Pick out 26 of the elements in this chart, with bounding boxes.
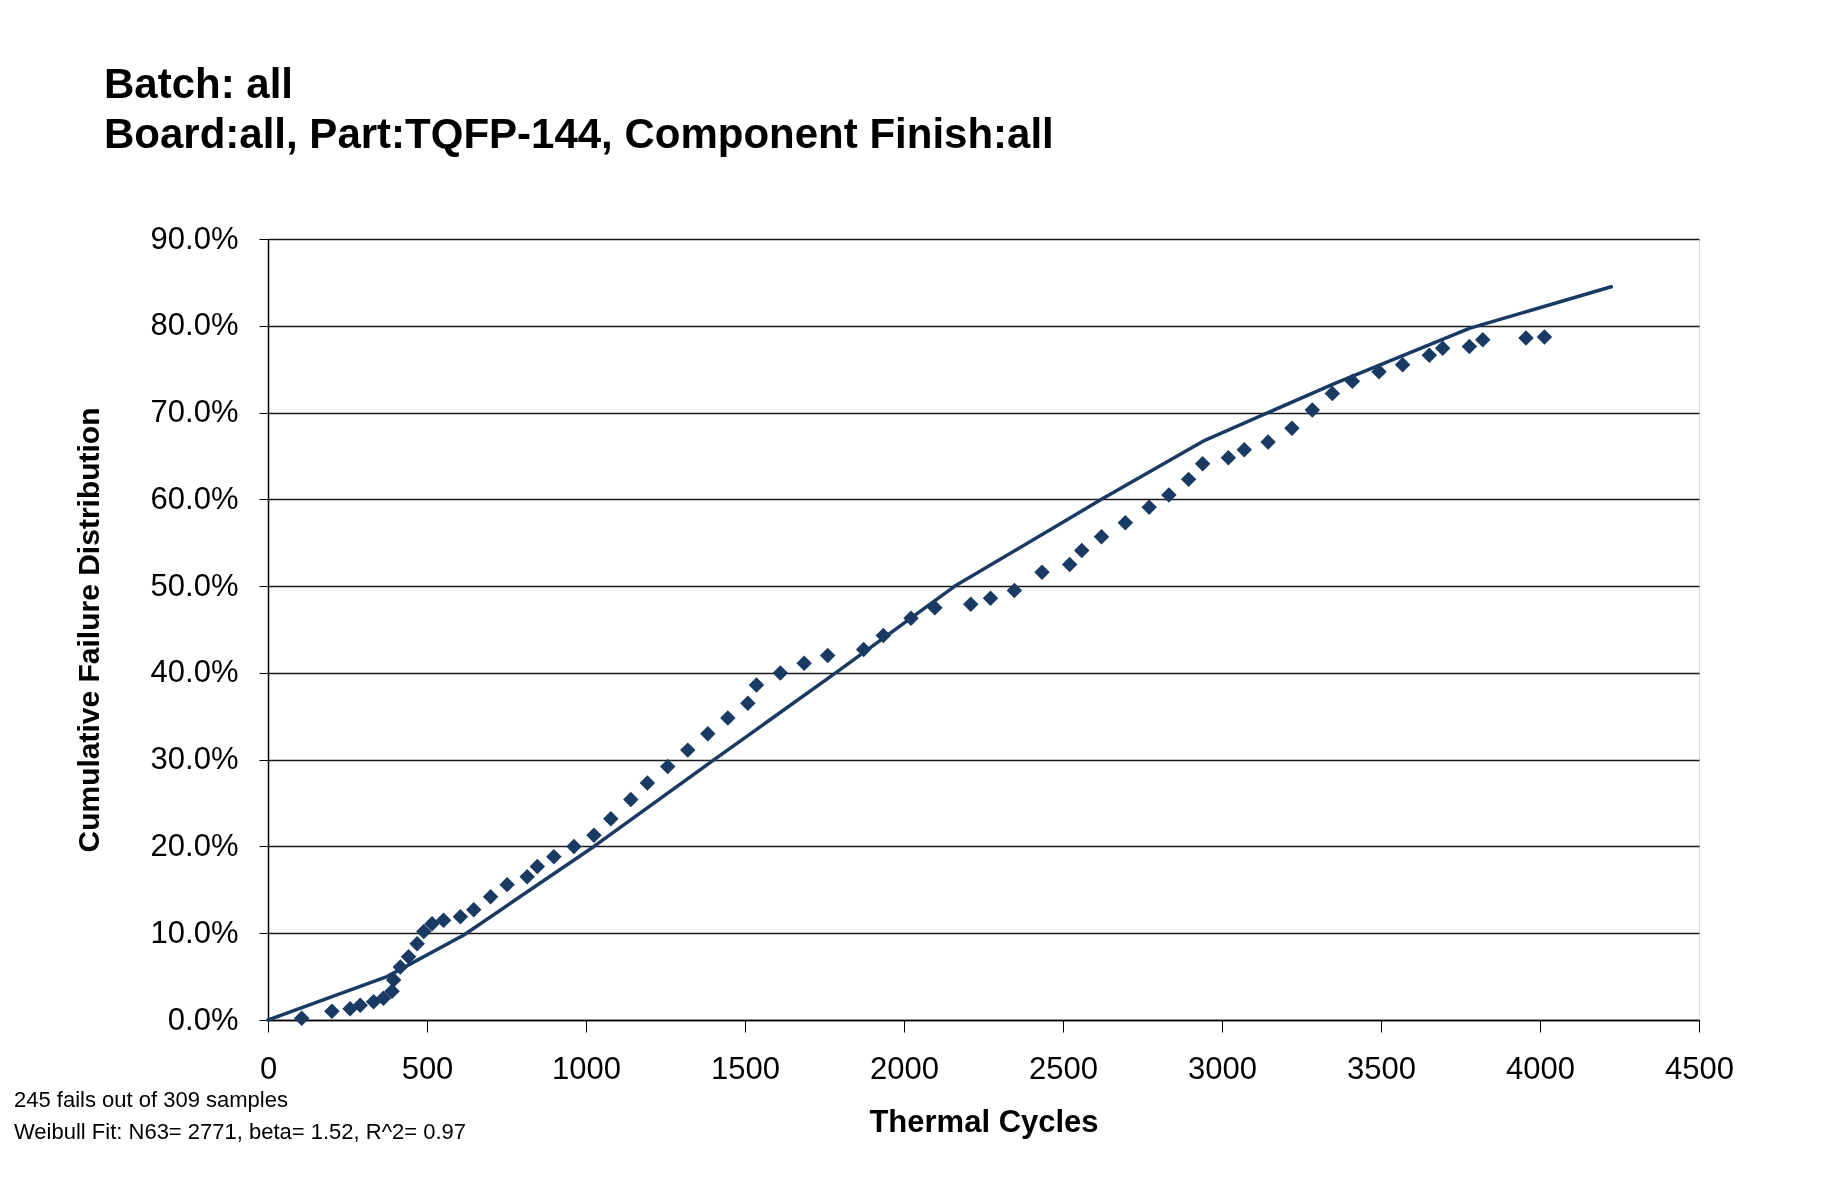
chart-subtitle: Board:all, Part:TQFP-144, Component Finish:all: [104, 110, 1054, 157]
x-tick-label: 4000: [1506, 1050, 1575, 1086]
chart-title: Batch: all: [104, 60, 294, 107]
x-axis-title: Thermal Cycles: [869, 1103, 1099, 1139]
x-tick-label: 1000: [552, 1050, 621, 1086]
y-tick-label: 0.0%: [167, 1001, 239, 1037]
x-tick-label: 0: [259, 1050, 278, 1086]
x-tick-label: 1500: [711, 1050, 780, 1086]
x-tick-label: 2000: [870, 1050, 939, 1086]
y-tick-label: 80.0%: [150, 307, 239, 343]
y-tick-label: 60.0%: [150, 480, 239, 516]
y-tick-label: 90.0%: [150, 220, 239, 256]
y-tick-label: 70.0%: [150, 394, 239, 430]
text: Weibull Fit: N63= 2771, beta= 1.52, R^2= 0.97: [14, 1119, 467, 1144]
x-tick-label: 3000: [1188, 1050, 1257, 1086]
y-tick-label: 10.0%: [150, 914, 239, 950]
y-tick-label: 40.0%: [150, 654, 239, 690]
y-axis-title: Cumulative Failure Distribution: [71, 407, 105, 853]
x-tick-label: 500: [401, 1050, 454, 1086]
text: 245 fails out of 309 samples: [14, 1087, 288, 1112]
y-tick-label: 30.0%: [150, 741, 239, 777]
y-tick-label: 50.0%: [150, 567, 239, 603]
x-tick-label: 4500: [1665, 1050, 1734, 1086]
x-tick-label: 2500: [1029, 1050, 1098, 1086]
y-tick-label: 20.0%: [150, 827, 239, 863]
x-tick-label: 3500: [1347, 1050, 1416, 1086]
